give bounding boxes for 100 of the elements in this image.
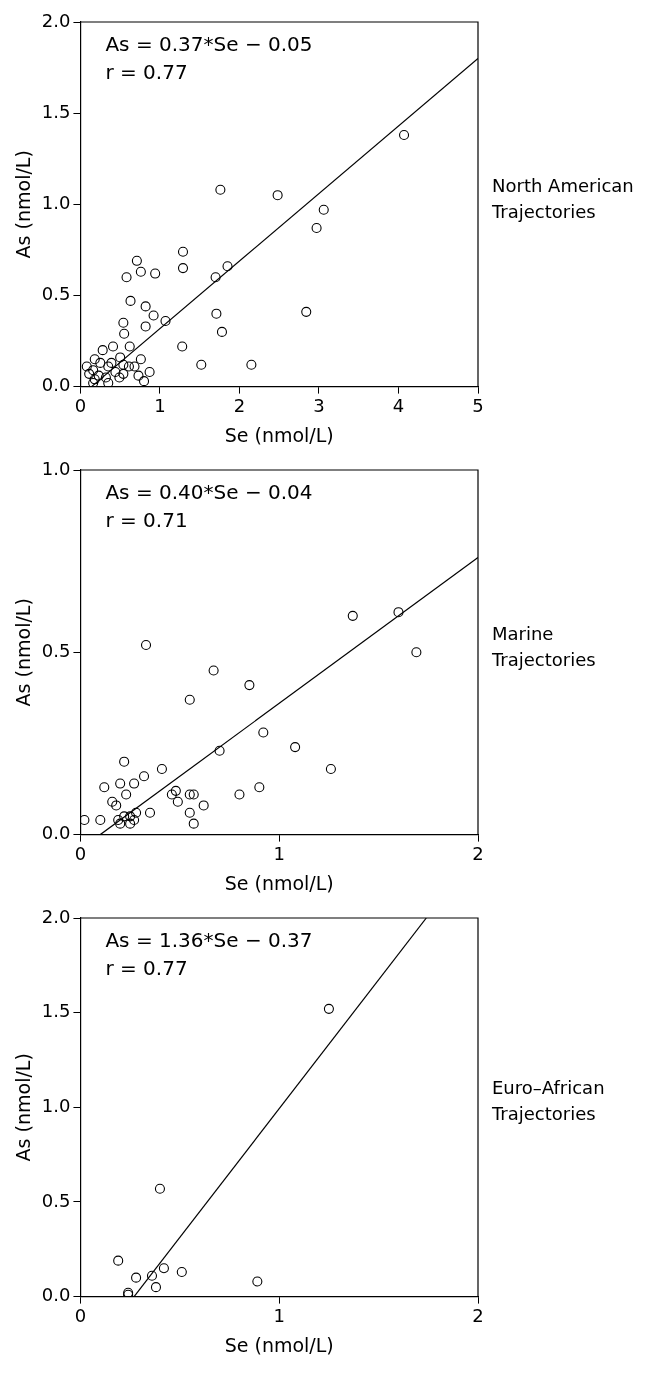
- point: [290, 742, 301, 753]
- point: [311, 222, 322, 234]
- point: [138, 376, 150, 387]
- point: [89, 354, 100, 365]
- point: [140, 639, 152, 651]
- point: [118, 359, 129, 370]
- point: [118, 368, 129, 379]
- point: [393, 607, 404, 618]
- point: [135, 354, 146, 365]
- point: [103, 377, 114, 387]
- point: [154, 1183, 165, 1194]
- point: [246, 359, 257, 370]
- point: [121, 272, 132, 283]
- x-tick-label: 4: [392, 395, 405, 417]
- point: [196, 359, 207, 370]
- x-tick-label: 0: [74, 395, 87, 417]
- point: [301, 306, 312, 317]
- point: [216, 326, 228, 337]
- y-tick-label: 0.0: [41, 822, 71, 844]
- point: [140, 301, 151, 312]
- point: [176, 1266, 187, 1278]
- x-tick-label: 2: [472, 843, 484, 865]
- point: [150, 1282, 162, 1293]
- x-tick-label: 2: [472, 1305, 484, 1327]
- point: [210, 272, 221, 283]
- annotation: As = 1.36*Se − 0.37: [105, 928, 313, 953]
- x-axis-title: Se (nmol/L): [224, 871, 334, 894]
- point: [131, 1272, 142, 1283]
- point: [103, 361, 114, 372]
- point: [188, 818, 199, 829]
- point: [119, 756, 130, 767]
- point: [115, 352, 126, 363]
- point: [144, 366, 155, 378]
- point: [166, 789, 177, 800]
- point: [254, 782, 265, 793]
- annotation: As = 0.40*Se − 0.04: [105, 480, 313, 505]
- point: [129, 361, 140, 372]
- x-tick-label: 5: [472, 395, 484, 417]
- point: [347, 610, 358, 621]
- point: [222, 261, 233, 272]
- point: [133, 370, 144, 381]
- point: [214, 745, 225, 756]
- point: [177, 263, 189, 274]
- x-tick-label: 3: [313, 395, 325, 417]
- point: [95, 357, 106, 368]
- y-tick-label: 2.0: [41, 905, 71, 927]
- y-axis-title: As (nmol/L): [12, 150, 35, 259]
- point: [129, 814, 140, 826]
- point: [177, 246, 189, 257]
- point: [318, 204, 329, 215]
- point: [107, 341, 119, 352]
- point: [138, 771, 150, 782]
- point: [160, 315, 171, 327]
- point: [244, 680, 255, 691]
- point: [80, 814, 90, 826]
- point: [118, 317, 129, 328]
- x-tick-label: 0: [74, 843, 87, 865]
- x-tick-label: 0: [74, 1305, 87, 1327]
- point: [211, 308, 222, 319]
- point: [146, 1270, 158, 1281]
- point: [252, 1276, 263, 1287]
- annotation: As = 0.37*Se − 0.05: [105, 32, 313, 57]
- y-tick-label: 0.5: [41, 639, 71, 661]
- x-tick-label: 1: [154, 395, 166, 417]
- point: [272, 190, 283, 201]
- point: [184, 807, 195, 818]
- point: [125, 295, 136, 306]
- y-axis-title: As (nmol/L): [12, 598, 35, 707]
- point: [170, 785, 181, 796]
- annotation: r = 0.71: [105, 508, 188, 533]
- point: [325, 763, 336, 775]
- point: [411, 647, 422, 658]
- text: Marine Trajectories: [491, 623, 596, 671]
- y-tick-label: 0.5: [41, 283, 71, 305]
- point: [131, 807, 142, 818]
- y-tick-label: 1.5: [41, 100, 71, 122]
- text: North American Trajectories: [491, 175, 634, 223]
- point: [81, 361, 92, 372]
- point: [88, 365, 99, 376]
- point: [106, 357, 117, 368]
- y-tick-label: 2.0: [41, 9, 71, 31]
- point: [140, 321, 151, 332]
- x-tick-label: 1: [273, 1305, 285, 1327]
- point: [125, 811, 136, 822]
- point: [115, 778, 126, 789]
- point: [177, 341, 188, 352]
- y-tick-label: 1.0: [41, 1094, 71, 1116]
- point: [399, 129, 410, 141]
- point: [111, 800, 122, 811]
- point: [119, 328, 130, 339]
- point: [188, 789, 199, 800]
- point: [198, 800, 209, 811]
- point: [135, 266, 146, 277]
- point: [97, 345, 108, 356]
- point: [99, 782, 110, 793]
- point: [156, 763, 167, 775]
- y-tick-label: 1.0: [41, 457, 71, 479]
- point: [123, 361, 134, 372]
- y-axis-title: As (nmol/L): [12, 1053, 35, 1162]
- point: [110, 366, 121, 378]
